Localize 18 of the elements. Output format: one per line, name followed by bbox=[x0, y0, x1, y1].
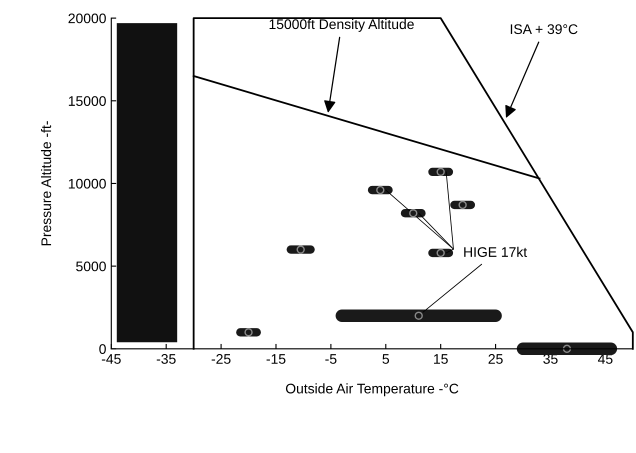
x-axis-title: Outside Air Temperature -°C bbox=[286, 383, 458, 396]
annotation: HIGE 17kt bbox=[464, 246, 528, 257]
y-tick-label: 15000 bbox=[68, 96, 106, 106]
y-tick-label: 0 bbox=[99, 344, 106, 354]
y-tick-label: 5000 bbox=[76, 261, 106, 272]
x-tick-label: 25 bbox=[488, 354, 503, 364]
x-tick-label: -25 bbox=[212, 354, 231, 364]
x-tick-label: -5 bbox=[325, 354, 336, 364]
x-tick-label: 15 bbox=[434, 354, 448, 364]
x-tick-label: -45 bbox=[102, 354, 121, 364]
y-axis-title: Pressure Altitude -ft- bbox=[40, 121, 52, 246]
y-tick-label: 10000 bbox=[68, 178, 106, 189]
x-tick-label: -35 bbox=[156, 354, 176, 364]
annotation: ISA + 39°C bbox=[510, 24, 578, 34]
annotation: 15000ft Density Altitude bbox=[270, 18, 414, 32]
x-tick-label: 5 bbox=[382, 354, 390, 364]
y-tick-label: 20000 bbox=[68, 13, 106, 24]
x-tick-label: -15 bbox=[266, 354, 286, 364]
